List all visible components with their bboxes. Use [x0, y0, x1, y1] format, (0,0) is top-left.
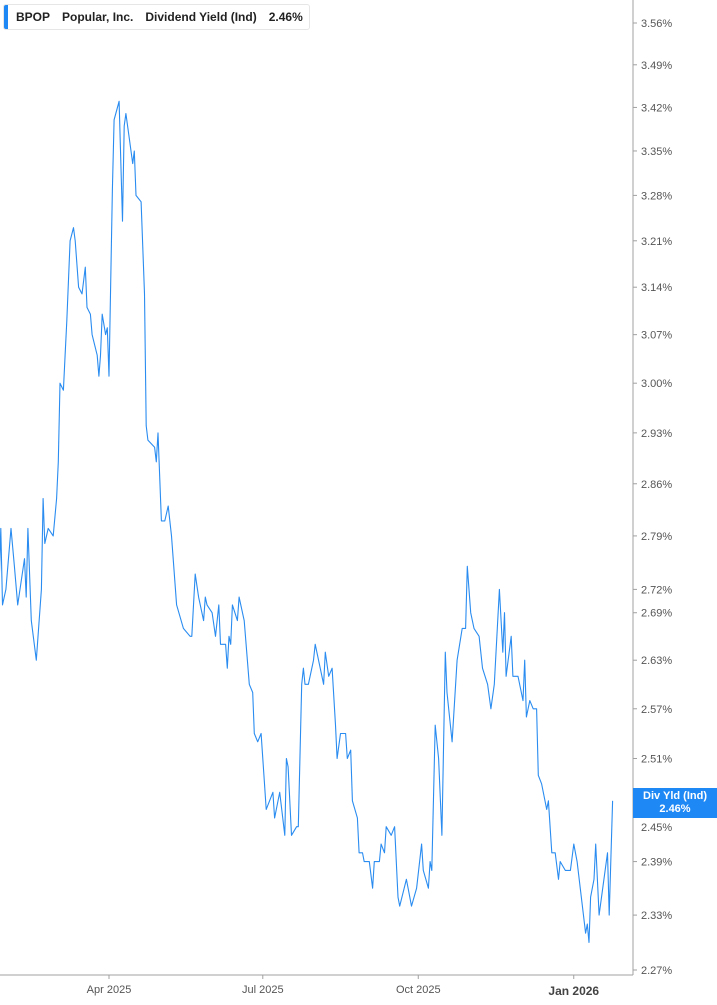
- y-tick-label: 2.33%: [641, 910, 672, 922]
- legend-metric: Dividend Yield (Ind): [145, 10, 257, 24]
- y-tick-label: 3.28%: [641, 190, 672, 202]
- x-axis: Apr 2025 Jul 2025 Oct 2025 Jan 2026: [87, 975, 599, 998]
- y-tick-label: 3.49%: [641, 60, 672, 72]
- y-tick-label: 2.63%: [641, 655, 672, 667]
- legend-value: 2.46%: [268, 10, 303, 24]
- y-tick-label: 2.72%: [641, 584, 672, 596]
- yield-line: [0, 100, 614, 943]
- legend: BPOP Popular, Inc. Dividend Yield (Ind) …: [3, 4, 310, 30]
- y-tick-label: 2.93%: [641, 428, 672, 440]
- y-axis: 3.56% 3.49% 3.42% 3.35% 3.28% 3.21% 3.14% 3.07%…: [633, 18, 672, 977]
- y-tick-label: 3.35%: [641, 146, 672, 158]
- x-tick-label: Jan 2026: [548, 984, 599, 998]
- legend-ticker: BPOP: [16, 10, 51, 24]
- y-tick-label: 2.57%: [641, 704, 672, 716]
- badge-label: Div Yld (Ind): [643, 790, 707, 802]
- y-tick-label: 2.79%: [641, 531, 672, 543]
- y-tick-label: 2.39%: [641, 857, 672, 869]
- y-tick-label: 3.21%: [641, 236, 672, 248]
- y-tick-label: 2.69%: [641, 608, 672, 620]
- x-tick-label: Apr 2025: [87, 984, 132, 996]
- current-value-badge: Div Yld (Ind) 2.46%: [633, 788, 717, 818]
- y-tick-label: 3.56%: [641, 18, 672, 30]
- legend-company: Popular, Inc.: [62, 10, 134, 24]
- y-tick-label: 3.07%: [641, 330, 672, 342]
- y-tick-label: 3.14%: [641, 282, 672, 294]
- y-tick-label: 3.00%: [641, 378, 672, 390]
- y-tick-label: 3.42%: [641, 102, 672, 114]
- y-tick-label: 2.45%: [641, 822, 672, 834]
- badge-value: 2.46%: [659, 803, 691, 815]
- x-tick-label: Oct 2025: [396, 984, 441, 996]
- y-tick-label: 2.86%: [641, 479, 672, 491]
- y-tick-label: 2.27%: [641, 965, 672, 977]
- y-tick-label: 2.51%: [641, 753, 672, 765]
- legend-color-bar: [4, 5, 8, 29]
- x-tick-label: Jul 2025: [242, 984, 284, 996]
